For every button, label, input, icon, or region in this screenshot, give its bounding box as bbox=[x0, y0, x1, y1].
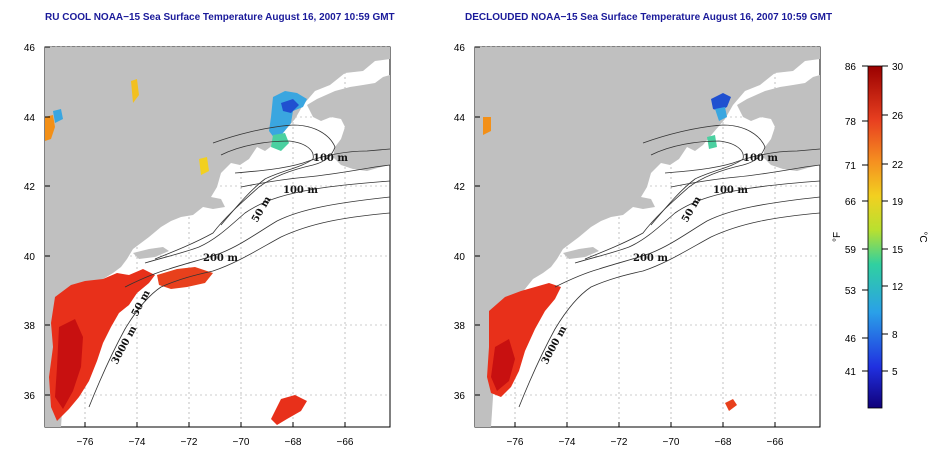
cb-f-tick: 41 bbox=[845, 367, 857, 378]
lon-tick-label: −68 bbox=[285, 437, 302, 448]
contour-label-100m-a: 100 m bbox=[743, 153, 778, 164]
left-tick-marks bbox=[45, 46, 346, 427]
colorbar-unit-c: °C bbox=[917, 231, 928, 242]
lon-tick-label: −72 bbox=[611, 437, 628, 448]
lat-tick-label: 40 bbox=[454, 252, 466, 263]
contour-label-100m-b: 100 m bbox=[283, 185, 318, 196]
left-sst-cool-patches bbox=[53, 79, 307, 175]
lat-tick-label: 42 bbox=[24, 182, 36, 193]
right-sst-cool-patches bbox=[707, 93, 731, 149]
cb-f-tick: 71 bbox=[845, 161, 857, 172]
right-map: 100 m 100 m 50 m 200 m 3000 m −76 −74 −7… bbox=[454, 43, 821, 448]
colorbar-ticks bbox=[862, 65, 888, 372]
left-lat-tick-labels: 46 44 42 40 38 36 bbox=[24, 43, 36, 402]
contour-label-100m-b: 100 m bbox=[713, 185, 748, 196]
cb-c-tick: 15 bbox=[892, 245, 904, 256]
colorbar-gradient bbox=[867, 65, 883, 409]
cb-f-tick: 86 bbox=[845, 62, 857, 73]
cb-c-tick: 30 bbox=[892, 62, 904, 73]
cb-c-tick: 22 bbox=[892, 160, 904, 171]
contour-label-100m-a: 100 m bbox=[313, 153, 348, 164]
lat-tick-label: 38 bbox=[454, 321, 466, 332]
lon-tick-label: −68 bbox=[715, 437, 732, 448]
lat-tick-label: 44 bbox=[454, 113, 466, 124]
cb-f-tick: 66 bbox=[845, 197, 857, 208]
cb-c-tick: 8 bbox=[892, 330, 898, 341]
right-tick-marks bbox=[475, 46, 776, 427]
colorbar-f-labels: 86 78 71 66 59 53 46 41 bbox=[845, 62, 857, 378]
colorbar: 86 78 71 66 59 53 46 41 30 26 22 19 15 1… bbox=[832, 62, 928, 409]
lon-tick-label: −72 bbox=[181, 437, 198, 448]
lon-tick-label: −66 bbox=[767, 437, 784, 448]
lat-tick-label: 44 bbox=[24, 113, 36, 124]
right-lat-tick-labels: 46 44 42 40 38 36 bbox=[454, 43, 466, 402]
lat-tick-label: 42 bbox=[454, 182, 466, 193]
lat-tick-label: 36 bbox=[454, 391, 466, 402]
left-map: 100 m 100 m 50 m 200 m 3000 m 50 m −76 −… bbox=[24, 43, 391, 448]
lat-tick-label: 46 bbox=[24, 43, 36, 54]
cb-f-tick: 46 bbox=[845, 334, 857, 345]
lon-tick-label: −70 bbox=[663, 437, 680, 448]
contour-label-200m: 200 m bbox=[633, 253, 668, 264]
cb-f-tick: 53 bbox=[845, 286, 857, 297]
cb-f-tick: 78 bbox=[845, 117, 857, 128]
cb-c-tick: 12 bbox=[892, 282, 904, 293]
colorbar-c-labels: 30 26 22 19 15 12 8 5 bbox=[892, 62, 904, 378]
lon-tick-label: −74 bbox=[559, 437, 576, 448]
lon-tick-label: −70 bbox=[233, 437, 250, 448]
lon-tick-label: −76 bbox=[507, 437, 524, 448]
lat-tick-label: 46 bbox=[454, 43, 466, 54]
lat-tick-label: 40 bbox=[24, 252, 36, 263]
cb-c-tick: 26 bbox=[892, 111, 904, 122]
left-sst-warm-shelf bbox=[45, 115, 307, 425]
right-map-title: DECLOUDED NOAA−15 Sea Surface Temperatur… bbox=[465, 12, 833, 23]
right-sst-warm-shelf bbox=[483, 117, 737, 411]
cb-f-tick: 59 bbox=[845, 245, 857, 256]
cb-c-tick: 19 bbox=[892, 197, 904, 208]
left-map-title: RU COOL NOAA−15 Sea Surface Temperature … bbox=[45, 12, 395, 23]
colorbar-unit-f: °F bbox=[832, 232, 843, 242]
contour-label-200m: 200 m bbox=[203, 253, 238, 264]
left-lon-tick-labels: −76 −74 −72 −70 −68 −66 bbox=[77, 437, 354, 448]
cb-c-tick: 5 bbox=[892, 367, 898, 378]
lon-tick-label: −74 bbox=[129, 437, 146, 448]
lon-tick-label: −76 bbox=[77, 437, 94, 448]
right-lon-tick-labels: −76 −74 −72 −70 −68 −66 bbox=[507, 437, 784, 448]
left-contours bbox=[88, 124, 391, 408]
lat-tick-label: 38 bbox=[24, 321, 36, 332]
right-contours bbox=[518, 124, 821, 408]
lat-tick-label: 36 bbox=[24, 391, 36, 402]
lon-tick-label: −66 bbox=[337, 437, 354, 448]
